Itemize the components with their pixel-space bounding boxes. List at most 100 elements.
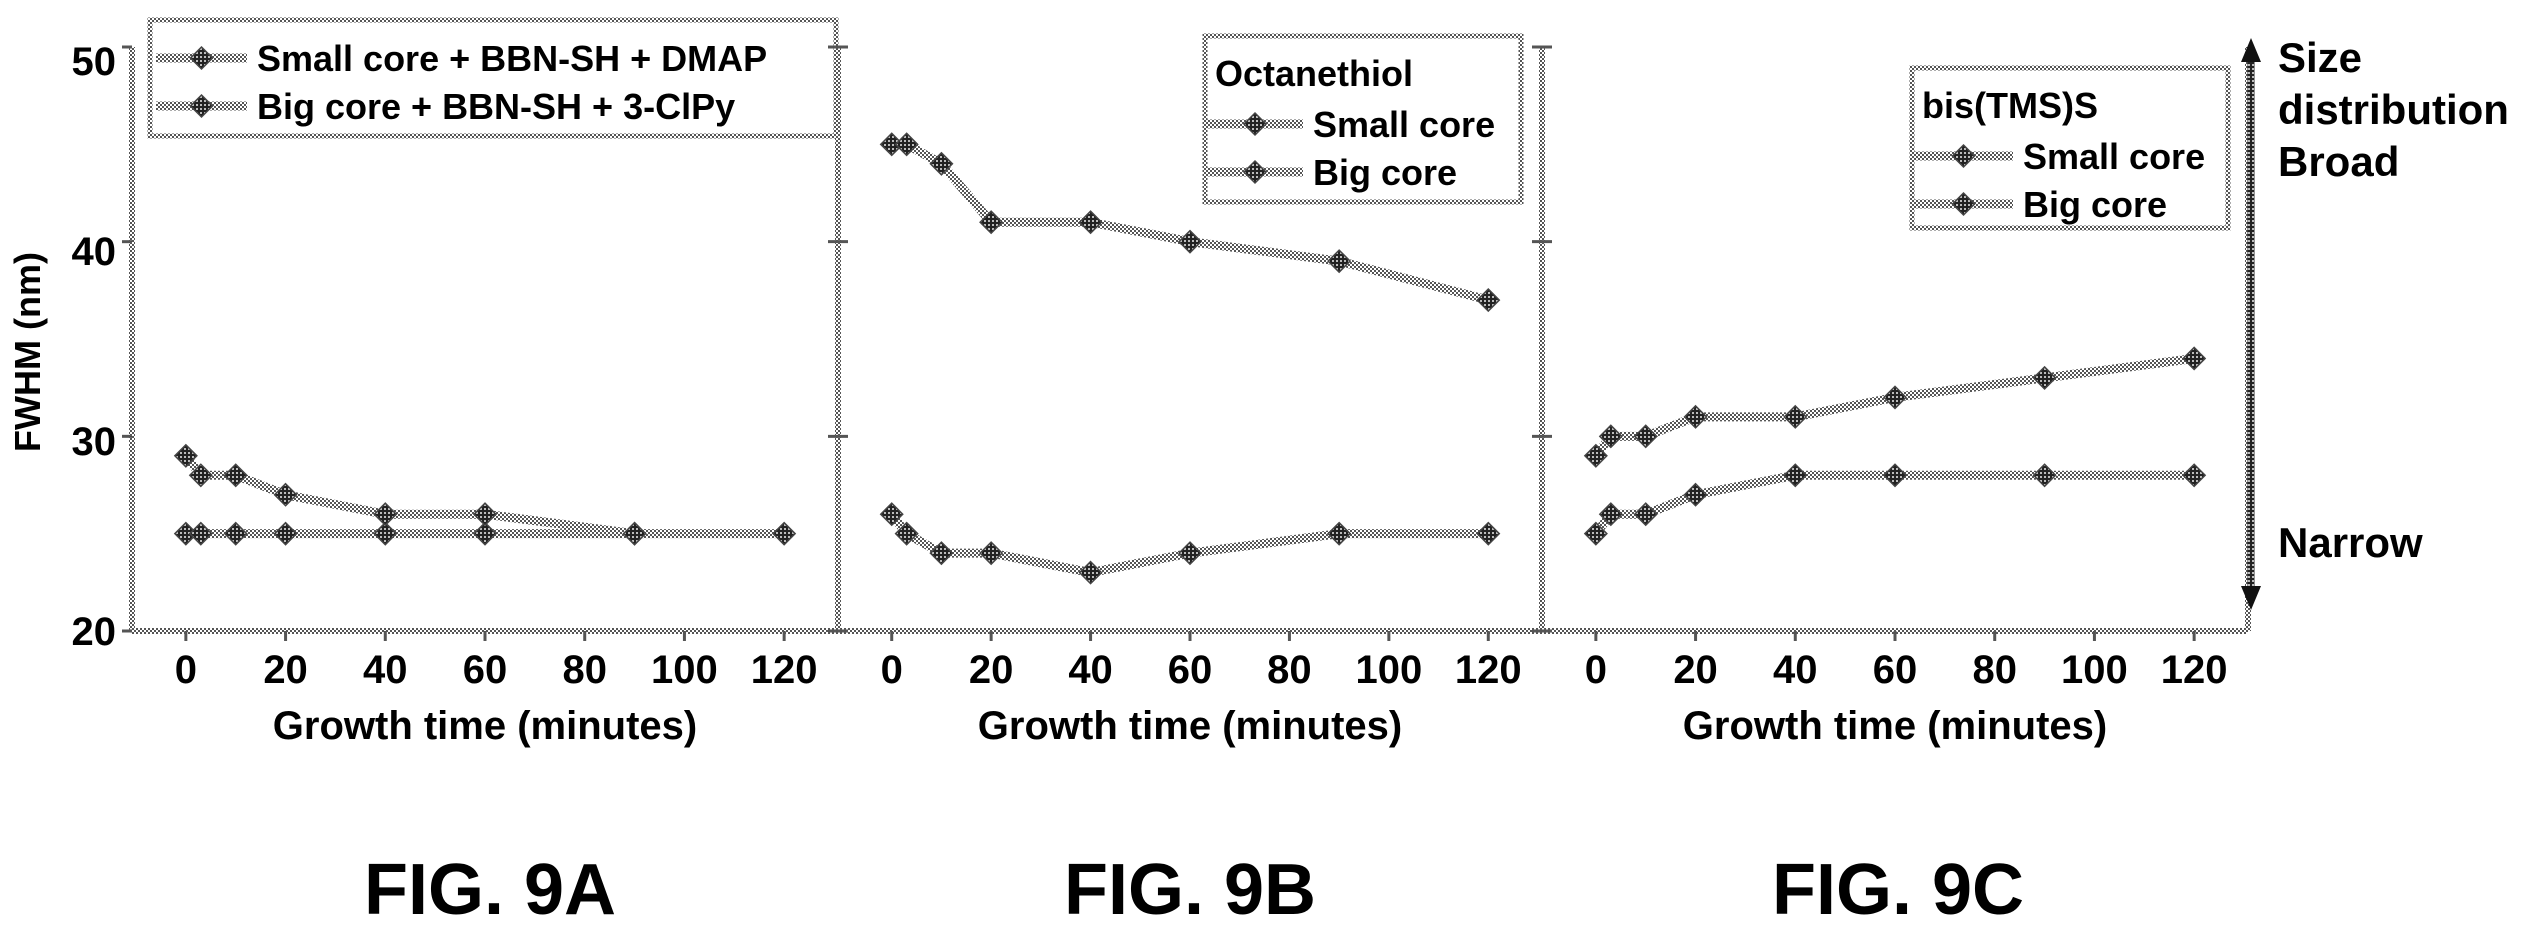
x-axis-label: Growth time (minutes) <box>978 704 1402 748</box>
y-tick-label: 30 <box>72 420 117 464</box>
x-tick-label: 60 <box>463 648 508 692</box>
data-point <box>2182 346 2207 371</box>
x-tick-label: 100 <box>2061 648 2128 692</box>
size-distribution-narrow-label: Narrow <box>2278 519 2423 566</box>
data-point <box>373 502 398 527</box>
x-tick-label: 0 <box>175 648 197 692</box>
legend: Small core + BBN-SH + DMAP Big core + BBN… <box>147 17 839 139</box>
x-tick-label: 0 <box>1585 648 1607 692</box>
x-axis-label: Growth time (minutes) <box>1683 704 2107 748</box>
data-point <box>1476 288 1501 313</box>
data-point <box>979 541 1004 566</box>
data-point <box>772 521 797 546</box>
data-point <box>1683 404 1708 429</box>
data-point <box>1783 404 1808 429</box>
legend-label: Big core + BBN-SH + 3-ClPy <box>257 86 735 127</box>
data-point <box>1177 541 1203 566</box>
legend-label: Small core <box>1313 104 1495 145</box>
data-point <box>1683 482 1708 507</box>
x-tick-label: 40 <box>363 648 408 692</box>
data-point <box>1327 249 1352 274</box>
legend-label: Big core <box>1313 152 1457 193</box>
legend-marker <box>1951 191 1976 217</box>
x-tick-label: 60 <box>1873 648 1918 692</box>
data-point <box>929 541 954 566</box>
data-point <box>1476 521 1501 546</box>
legend: bis(TMS)S Small core Big core <box>1909 65 2231 231</box>
data-point <box>894 521 919 546</box>
x-tick-label: 80 <box>562 648 607 692</box>
legend-title: Octanethiol <box>1215 53 1413 94</box>
y-tick-label: 20 <box>72 610 117 654</box>
legend-marker <box>1242 159 1268 185</box>
x-tick-label: 20 <box>969 648 1014 692</box>
x-tick-label: 120 <box>2161 648 2228 692</box>
data-point <box>1633 502 1658 527</box>
legend-marker <box>189 93 214 119</box>
figure-caption: FIG. 9B <box>1064 850 1316 930</box>
legend-label: Small core + BBN-SH + DMAP <box>257 38 767 79</box>
legend-marker <box>1951 143 1976 169</box>
arrow-down-icon <box>2241 586 2261 610</box>
data-point <box>1882 385 1908 410</box>
y-tick-labels: 50 40 30 20 <box>72 40 117 654</box>
chart-panels: 0 20 40 60 80 100 120 Growth time (minutes) FIG.… <box>122 17 2251 930</box>
x-tick-label: 40 <box>1068 648 1113 692</box>
data-point <box>223 521 248 546</box>
size-distribution-label-2: distribution <box>2278 86 2509 133</box>
series-2 <box>879 132 1501 313</box>
data-point <box>879 502 904 527</box>
chart-panel-3: 0 20 40 60 80 100 120 Growth time (minutes) FIG.… <box>1532 45 2251 930</box>
data-point <box>1327 521 1352 546</box>
data-point <box>472 521 498 546</box>
legend-marker <box>1242 111 1268 137</box>
legend-box <box>1202 33 1524 205</box>
data-point <box>1078 560 1103 585</box>
data-point <box>1882 463 1908 488</box>
data-point <box>273 482 298 507</box>
legend-title: bis(TMS)S <box>1922 85 2098 126</box>
x-tick-label: 20 <box>1673 648 1718 692</box>
data-point <box>1783 463 1808 488</box>
x-tick-label: 40 <box>1773 648 1818 692</box>
data-point <box>1598 502 1623 527</box>
size-distribution-label-3: Broad <box>2278 138 2399 185</box>
series-1 <box>879 502 1501 585</box>
data-point <box>273 521 298 546</box>
size-distribution-indicator: Size distribution Broad Narrow <box>2241 34 2509 610</box>
arrow-up-icon <box>2241 38 2261 62</box>
legend-label: Small core <box>2023 136 2205 177</box>
legend-label: Big core <box>2023 184 2167 225</box>
x-tick-label: 20 <box>263 648 308 692</box>
y-tick-label: 40 <box>72 230 117 274</box>
data-point <box>1583 443 1608 468</box>
x-tick-label: 60 <box>1168 648 1213 692</box>
series-2 <box>173 443 647 546</box>
figure-caption: FIG. 9C <box>1772 850 2024 930</box>
x-tick-label: 120 <box>751 648 818 692</box>
y-tick-label: 50 <box>72 40 117 84</box>
legend-box <box>1909 65 2231 231</box>
x-tick-label: 80 <box>1972 648 2017 692</box>
data-point <box>1598 424 1623 449</box>
x-tick-label: 120 <box>1455 648 1522 692</box>
x-tick-label: 100 <box>651 648 718 692</box>
data-point <box>173 443 198 468</box>
data-point <box>2182 463 2207 488</box>
data-point <box>1633 424 1658 449</box>
data-point <box>223 463 248 488</box>
figure-caption: FIG. 9A <box>364 850 616 930</box>
x-tick-label: 100 <box>1355 648 1422 692</box>
x-tick-label: 80 <box>1267 648 1312 692</box>
size-distribution-label-1: Size <box>2278 34 2362 81</box>
data-point <box>622 521 647 546</box>
legend-marker <box>189 45 214 71</box>
series-1 <box>1583 463 2207 546</box>
data-point <box>2032 463 2057 488</box>
data-point <box>2032 365 2057 390</box>
data-point <box>979 210 1004 235</box>
data-point <box>188 463 213 488</box>
data-point <box>1078 210 1103 235</box>
data-point <box>929 151 954 176</box>
data-point <box>1177 229 1203 254</box>
